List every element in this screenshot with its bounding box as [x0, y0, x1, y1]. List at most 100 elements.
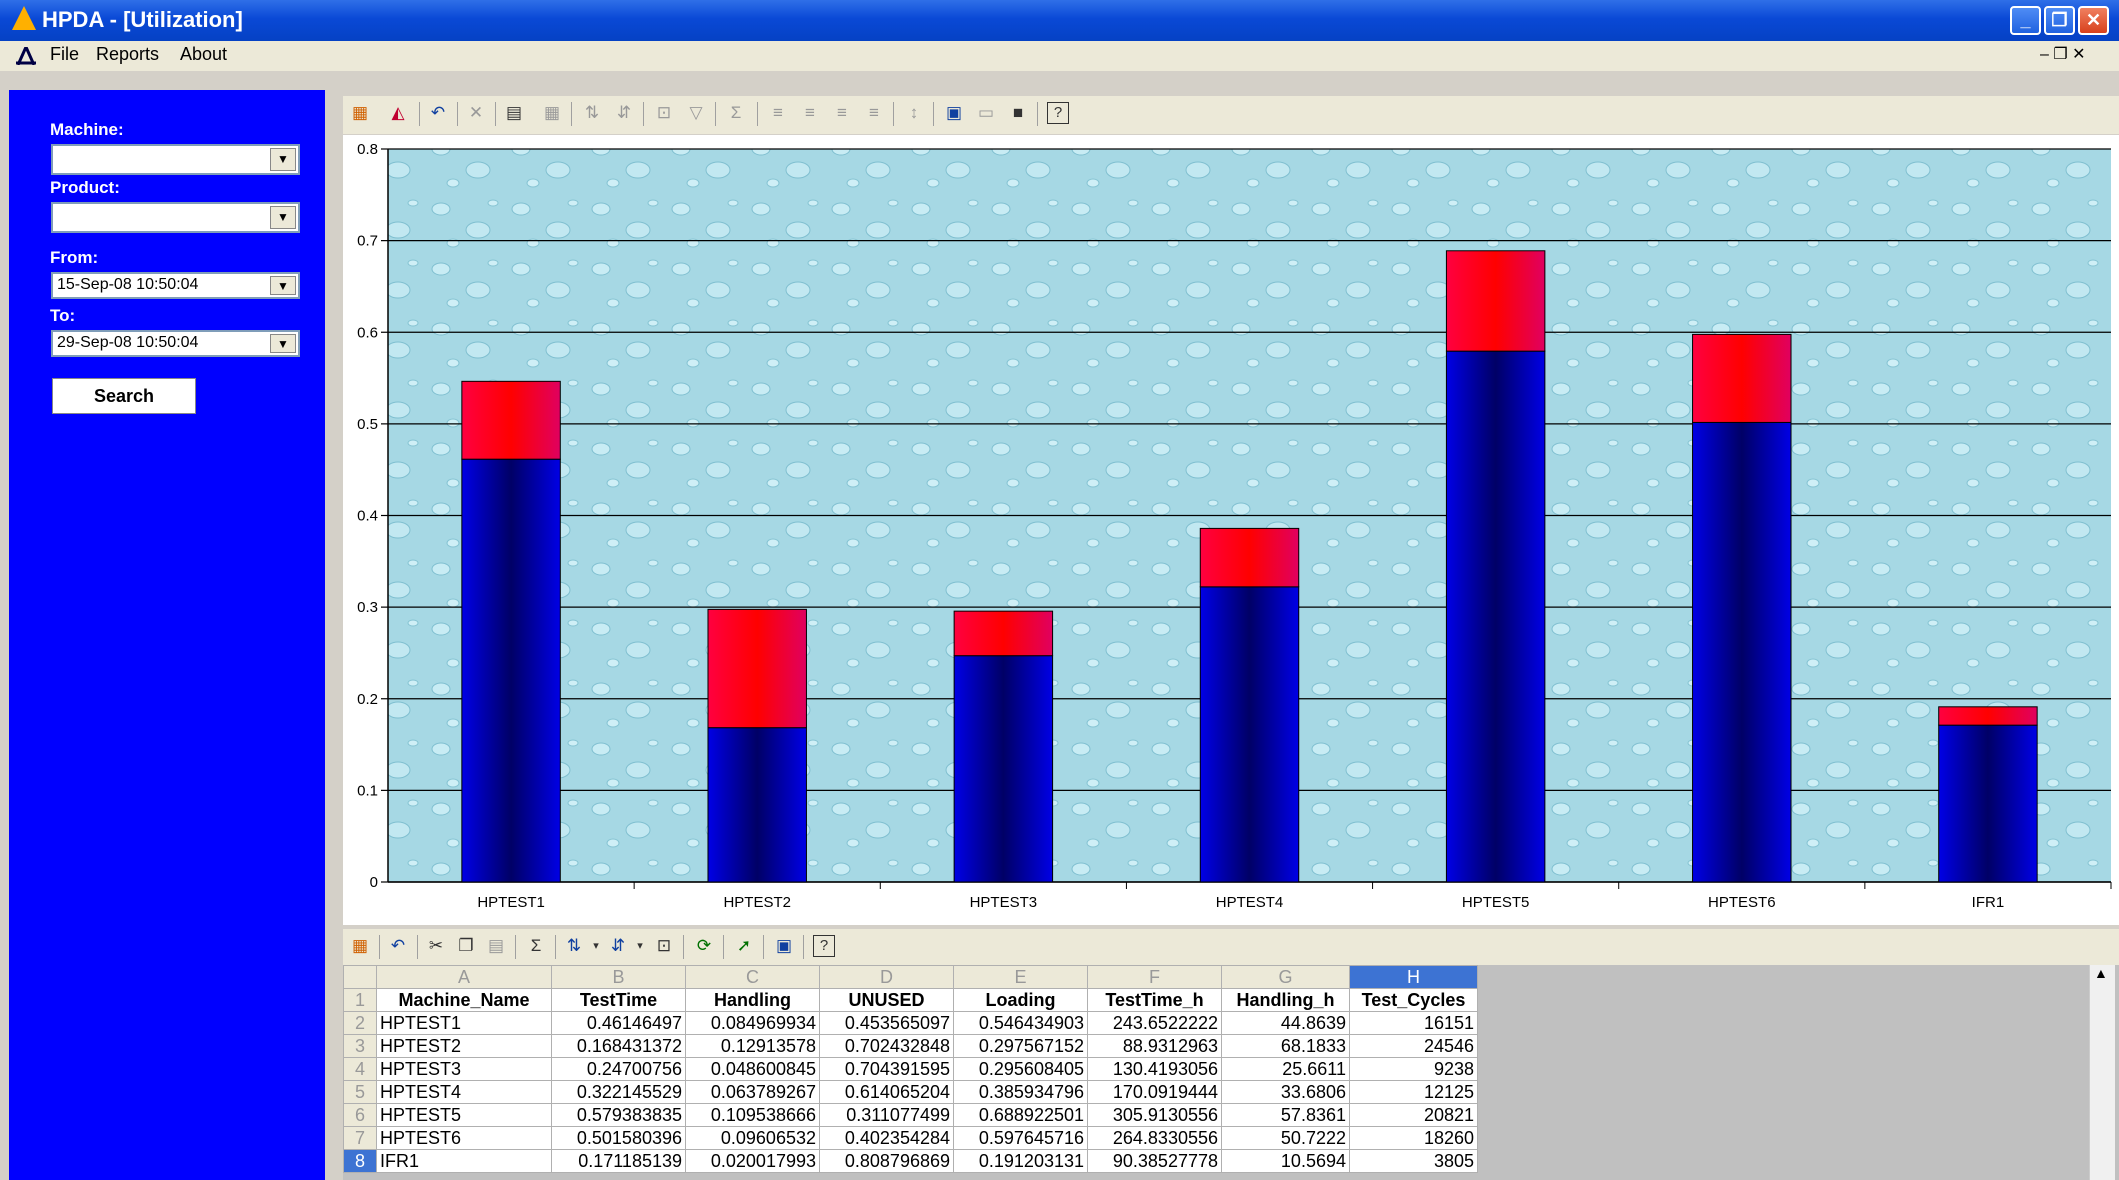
table-cell[interactable]: HPTEST1 [376, 1011, 552, 1035]
table-cell[interactable]: 305.9130556 [1087, 1103, 1222, 1127]
table-row[interactable]: 2 HPTEST1 0.46146497 0.084969934 0.453565097… [343, 1011, 1478, 1035]
scroll-up-icon[interactable]: ▲ [2094, 965, 2108, 981]
column-letter[interactable]: F [1087, 965, 1222, 989]
row-number[interactable]: 7 [343, 1126, 377, 1150]
table-cell[interactable]: 0.704391595 [819, 1057, 954, 1081]
table-cell[interactable]: 24546 [1349, 1034, 1478, 1058]
table-cell[interactable]: 33.6806 [1221, 1080, 1350, 1104]
table-cell[interactable]: 0.453565097 [819, 1011, 954, 1035]
column-letter-selected[interactable]: H [1349, 965, 1478, 989]
ungroup-icon[interactable]: ≡ [869, 103, 879, 122]
data-grid[interactable]: A B C D E F G H 1 Machine_Name TestTime … [343, 965, 1478, 1173]
table-cell[interactable]: HPTEST6 [376, 1126, 552, 1150]
table-cell[interactable]: 0.084969934 [685, 1011, 820, 1035]
corner-cell[interactable] [343, 965, 377, 989]
data-sheet[interactable]: A B C D E F G H 1 Machine_Name TestTime … [343, 965, 2119, 1180]
export-icon[interactable]: ➚ [736, 936, 752, 955]
chart-type-icon[interactable]: ◭ [391, 103, 405, 122]
table-cell[interactable]: 0.09606532 [685, 1126, 820, 1150]
table-cell[interactable]: 130.4193056 [1087, 1057, 1222, 1081]
sort-descending-icon[interactable]: ⇵ [616, 103, 632, 122]
table-cell[interactable]: 68.1833 [1221, 1034, 1350, 1058]
table-cell[interactable]: 0.385934796 [953, 1080, 1088, 1104]
help-icon[interactable]: ? [813, 935, 835, 957]
table-row[interactable]: 5 HPTEST4 0.322145529 0.063789267 0.61406520… [343, 1080, 1478, 1104]
autofilter-icon[interactable]: ⊡ [656, 103, 672, 122]
table-cell[interactable]: 18260 [1349, 1126, 1478, 1150]
row-number[interactable]: 1 [343, 988, 377, 1012]
column-header[interactable]: Handling [685, 988, 820, 1012]
table-cell[interactable]: 0.311077499 [819, 1103, 954, 1127]
table-cell[interactable]: 0.020017993 [685, 1149, 820, 1173]
group-icon[interactable]: ≡ [837, 103, 847, 122]
chevron-down-icon[interactable]: ▼ [270, 334, 296, 353]
mdi-window-controls[interactable]: – ❐ ✕ [2040, 46, 2086, 63]
column-letter[interactable]: B [551, 965, 686, 989]
from-date-picker[interactable]: 15-Sep-08 10:50:04 ▼ [51, 272, 300, 299]
autofilter-icon[interactable]: ⊡ [656, 936, 672, 955]
table-cell[interactable]: 0.501580396 [551, 1126, 686, 1150]
chart-wizard-icon[interactable]: ▦ [351, 103, 369, 122]
outdent-icon[interactable]: ≡ [805, 103, 815, 122]
column-header[interactable]: Loading [953, 988, 1088, 1012]
autosum-icon[interactable]: Σ [730, 103, 742, 122]
table-cell[interactable]: 57.8361 [1221, 1103, 1350, 1127]
copy-icon[interactable]: ❐ [458, 936, 474, 955]
table-cell[interactable]: 0.688922501 [953, 1103, 1088, 1127]
table-row[interactable]: 3 HPTEST2 0.168431372 0.12913578 0.702432848… [343, 1034, 1478, 1058]
table-cell[interactable]: 0.46146497 [551, 1011, 686, 1035]
table-cell[interactable]: HPTEST5 [376, 1103, 552, 1127]
row-number[interactable]: 6 [343, 1103, 377, 1127]
print-icon[interactable]: ▣ [775, 936, 793, 955]
table-cell[interactable]: 0.12913578 [685, 1034, 820, 1058]
table-cell[interactable]: 12125 [1349, 1080, 1478, 1104]
chart-wizard-icon[interactable]: ▦ [351, 936, 369, 955]
data-table-icon[interactable]: ▦ [543, 103, 561, 122]
column-letter[interactable]: E [953, 965, 1088, 989]
to-date-picker[interactable]: 29-Sep-08 10:50:04 ▼ [51, 330, 300, 357]
minimize-button[interactable]: _ [2010, 6, 2041, 35]
row-number[interactable]: 3 [343, 1034, 377, 1058]
column-header[interactable]: Handling_h [1221, 988, 1350, 1012]
chevron-down-icon[interactable]: ▼ [270, 206, 296, 229]
delete-icon[interactable]: ✕ [468, 103, 484, 122]
table-cell[interactable]: 20821 [1349, 1103, 1478, 1127]
table-cell[interactable]: HPTEST3 [376, 1057, 552, 1081]
sort-icon[interactable]: ↕ [909, 103, 919, 122]
table-row[interactable]: 8 IFR1 0.171185139 0.020017993 0.808796869 0.… [343, 1149, 1478, 1173]
paste-icon[interactable]: ▤ [487, 936, 505, 955]
sort-descending-icon[interactable]: ⇵ [610, 936, 626, 955]
table-cell[interactable]: 0.109538666 [685, 1103, 820, 1127]
table-cell[interactable]: 0.322145529 [551, 1080, 686, 1104]
cut-icon[interactable]: ✂ [428, 936, 444, 955]
menu-about[interactable]: About [180, 44, 228, 64]
table-cell[interactable]: 0.402354284 [819, 1126, 954, 1150]
maximize-button[interactable]: ❐ [2044, 6, 2075, 35]
column-header[interactable]: TestTime [551, 988, 686, 1012]
table-cell[interactable]: 44.8639 [1221, 1011, 1350, 1035]
filter-icon[interactable]: ▽ [689, 103, 703, 122]
column-letter[interactable]: G [1221, 965, 1350, 989]
close-button[interactable]: ✕ [2078, 6, 2109, 35]
table-cell[interactable]: 243.6522222 [1087, 1011, 1222, 1035]
machine-dropdown[interactable]: ▼ [51, 144, 300, 175]
table-cell[interactable]: 0.808796869 [819, 1149, 954, 1173]
row-number[interactable]: 2 [343, 1011, 377, 1035]
table-cell[interactable]: 0.597645716 [953, 1126, 1088, 1150]
table-cell[interactable]: 0.191203131 [953, 1149, 1088, 1173]
table-cell[interactable]: 264.8330556 [1087, 1126, 1222, 1150]
table-cell[interactable]: 88.9312963 [1087, 1034, 1222, 1058]
table-cell[interactable]: 16151 [1349, 1011, 1478, 1035]
column-letter[interactable]: C [685, 965, 820, 989]
search-button[interactable]: Search [52, 378, 196, 414]
sort-ascending-icon[interactable]: ⇅ [584, 103, 600, 122]
table-cell[interactable]: 0.295608405 [953, 1057, 1088, 1081]
print-icon[interactable]: ■ [1012, 103, 1024, 122]
table-cell[interactable]: 0.168431372 [551, 1034, 686, 1058]
table-cell[interactable]: 90.38527778 [1087, 1149, 1222, 1173]
row-number[interactable]: 8 [343, 1149, 377, 1173]
help-icon[interactable]: ? [1047, 102, 1069, 124]
table-cell[interactable]: IFR1 [376, 1149, 552, 1173]
layout-icon[interactable]: ▭ [977, 103, 995, 122]
refresh-icon[interactable]: ⟳ [696, 936, 712, 955]
